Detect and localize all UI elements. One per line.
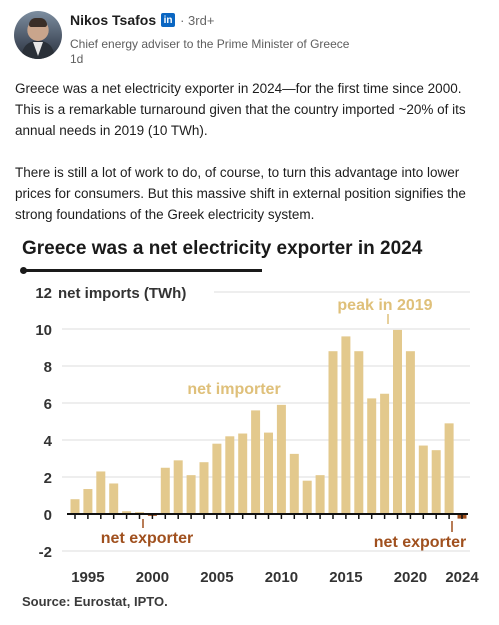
bar	[173, 460, 183, 514]
post-paragraph: Greece was a net electricity exporter in…	[15, 81, 466, 138]
linkedin-premium-icon: in	[161, 13, 176, 27]
annotation-peak-2019: peak in 2019	[337, 297, 432, 314]
bar	[83, 489, 93, 514]
author-name[interactable]: Nikos Tsafos	[70, 12, 157, 28]
bar	[328, 351, 338, 514]
bar	[354, 351, 364, 514]
bar	[264, 432, 273, 514]
bar	[225, 436, 235, 514]
post-header: Nikos Tsafos in · 3rd+ Chief energy advi…	[0, 0, 499, 70]
author-name-row: Nikos Tsafos in · 3rd+	[70, 12, 214, 28]
bar	[199, 462, 209, 514]
x-tick-label: 2024	[445, 569, 479, 586]
connection-degree: · 3rd+	[180, 12, 215, 28]
bar	[380, 393, 390, 514]
bar	[393, 329, 402, 514]
bar	[302, 480, 312, 514]
x-tick-label: 2020	[394, 569, 427, 586]
bar	[276, 404, 286, 514]
bar	[212, 443, 222, 514]
y-tick-label: 6	[44, 396, 52, 413]
author-headline: Chief energy adviser to the Prime Minist…	[70, 37, 350, 51]
y-tick-label: -2	[39, 544, 52, 561]
x-tick-label: 2000	[136, 569, 169, 586]
chart-image[interactable]: Greece was a net electricity exporter in…	[0, 232, 499, 625]
bar	[405, 351, 415, 514]
post-timestamp: 1d	[70, 52, 84, 66]
bar	[109, 483, 119, 514]
bar	[238, 433, 248, 514]
annotation-net-importer: net importer	[187, 381, 280, 398]
author-avatar[interactable]	[14, 11, 62, 59]
annotation-net-exporter-2024: net exporter	[374, 534, 466, 551]
bar	[289, 453, 299, 514]
bar-chart: 12 10 8 6 4 2 0 -2 net imports (TWh) 1995 2000 2005…	[35, 285, 479, 586]
bar	[431, 450, 441, 514]
bar	[96, 471, 106, 514]
y-tick-label: 2	[44, 470, 52, 487]
y-tick-label: 10	[35, 322, 52, 339]
x-tick-label: 2005	[200, 569, 233, 586]
y-tick-label: 0	[44, 507, 52, 524]
x-tick-label: 2010	[265, 569, 298, 586]
post-paragraph: There is still a lot of work to do, of c…	[15, 165, 466, 222]
chart-source: Source: Eurostat, IPTO.	[22, 594, 168, 609]
y-tick-label: 4	[44, 433, 53, 450]
y-tick-label: 8	[44, 359, 52, 376]
bar	[367, 398, 377, 514]
bar	[315, 475, 325, 514]
y-axis-label: net imports (TWh)	[58, 285, 186, 302]
x-tick-label: 2015	[329, 569, 362, 586]
annotation-net-exporter-2000: net exporter	[101, 530, 193, 547]
chart-title: Greece was a net electricity exporter in…	[22, 238, 423, 259]
bar	[186, 475, 196, 514]
bar	[418, 445, 428, 514]
bar	[160, 467, 170, 514]
bar	[122, 511, 132, 514]
x-tick-label: 1995	[71, 569, 104, 586]
y-tick-label: 12	[35, 285, 52, 302]
bar	[444, 423, 454, 514]
bar	[341, 336, 351, 514]
post-body: Greece was a net electricity exporter in…	[15, 78, 490, 225]
bar	[70, 499, 80, 514]
bar	[251, 410, 261, 514]
title-rule	[20, 267, 262, 274]
